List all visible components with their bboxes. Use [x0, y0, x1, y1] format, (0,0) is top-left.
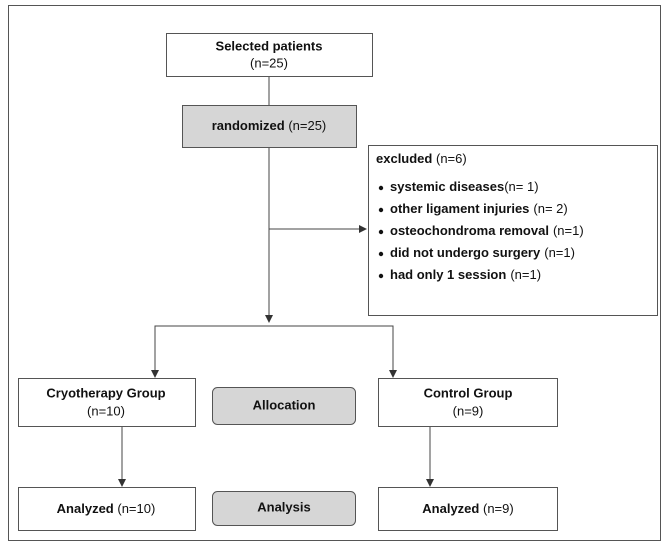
box-label: excluded (n=6): [376, 151, 467, 166]
bullet: [378, 185, 384, 191]
bullet: [378, 229, 384, 235]
excluded-box: [368, 145, 658, 316]
stage-box: [212, 491, 356, 526]
box-title: excluded: [376, 151, 432, 166]
frame: [8, 5, 661, 541]
connector: [154, 325, 394, 377]
box-title: Analyzed: [422, 501, 479, 516]
box-title: Analyzed: [57, 501, 114, 516]
box-count: (n=9): [453, 403, 484, 418]
item-label: other ligament injuries: [390, 201, 529, 216]
bullet: [378, 273, 384, 279]
box-count: (n=25): [250, 55, 288, 70]
item-count: (n=1): [544, 245, 575, 260]
excluded-item: did not undergo surgery (n=1): [390, 245, 575, 260]
selected-box: [166, 33, 373, 77]
item-label: had only 1 session: [390, 267, 506, 282]
excluded-item: had only 1 session (n=1): [390, 267, 541, 282]
item-label: did not undergo surgery: [390, 245, 541, 260]
excluded-item: systemic diseases(n= 1): [390, 179, 539, 194]
item-count: (n= 1): [504, 179, 538, 194]
box-label: Analyzed (n=9): [422, 501, 513, 516]
box-title: Selected patients: [216, 38, 323, 53]
box-title: Control Group: [424, 385, 513, 400]
analyzed-box: [378, 487, 558, 531]
stage-box: [212, 387, 356, 425]
randomized-box: [182, 105, 357, 148]
group-box: [18, 378, 196, 427]
excluded-item: other ligament injuries (n= 2): [390, 201, 568, 216]
box-title: randomized: [212, 118, 285, 133]
box-label: randomized (n=25): [212, 118, 327, 133]
box-title: Cryotherapy Group: [46, 385, 165, 400]
stage-label: Allocation: [253, 397, 316, 412]
box-count: (n=9): [483, 501, 514, 516]
box-count: (n=10): [117, 501, 155, 516]
bullet: [378, 207, 384, 213]
group-box: [378, 378, 558, 427]
box-count: (n=10): [87, 403, 125, 418]
bullet: [378, 251, 384, 257]
box-count: (n=6): [436, 151, 467, 166]
box-label: Analyzed (n=10): [57, 501, 156, 516]
analyzed-box: [18, 487, 196, 531]
box-count: (n=25): [288, 118, 326, 133]
item-label: osteochondroma removal: [390, 223, 549, 238]
excluded-list: systemic diseases(n= 1) other ligament in…: [378, 179, 584, 282]
item-count: (n=1): [510, 267, 541, 282]
item-count: (n=1): [553, 223, 584, 238]
item-label: systemic diseases: [390, 179, 504, 194]
excluded-item: osteochondroma removal (n=1): [390, 223, 584, 238]
item-count: (n= 2): [533, 201, 567, 216]
stage-label: Analysis: [257, 499, 310, 514]
